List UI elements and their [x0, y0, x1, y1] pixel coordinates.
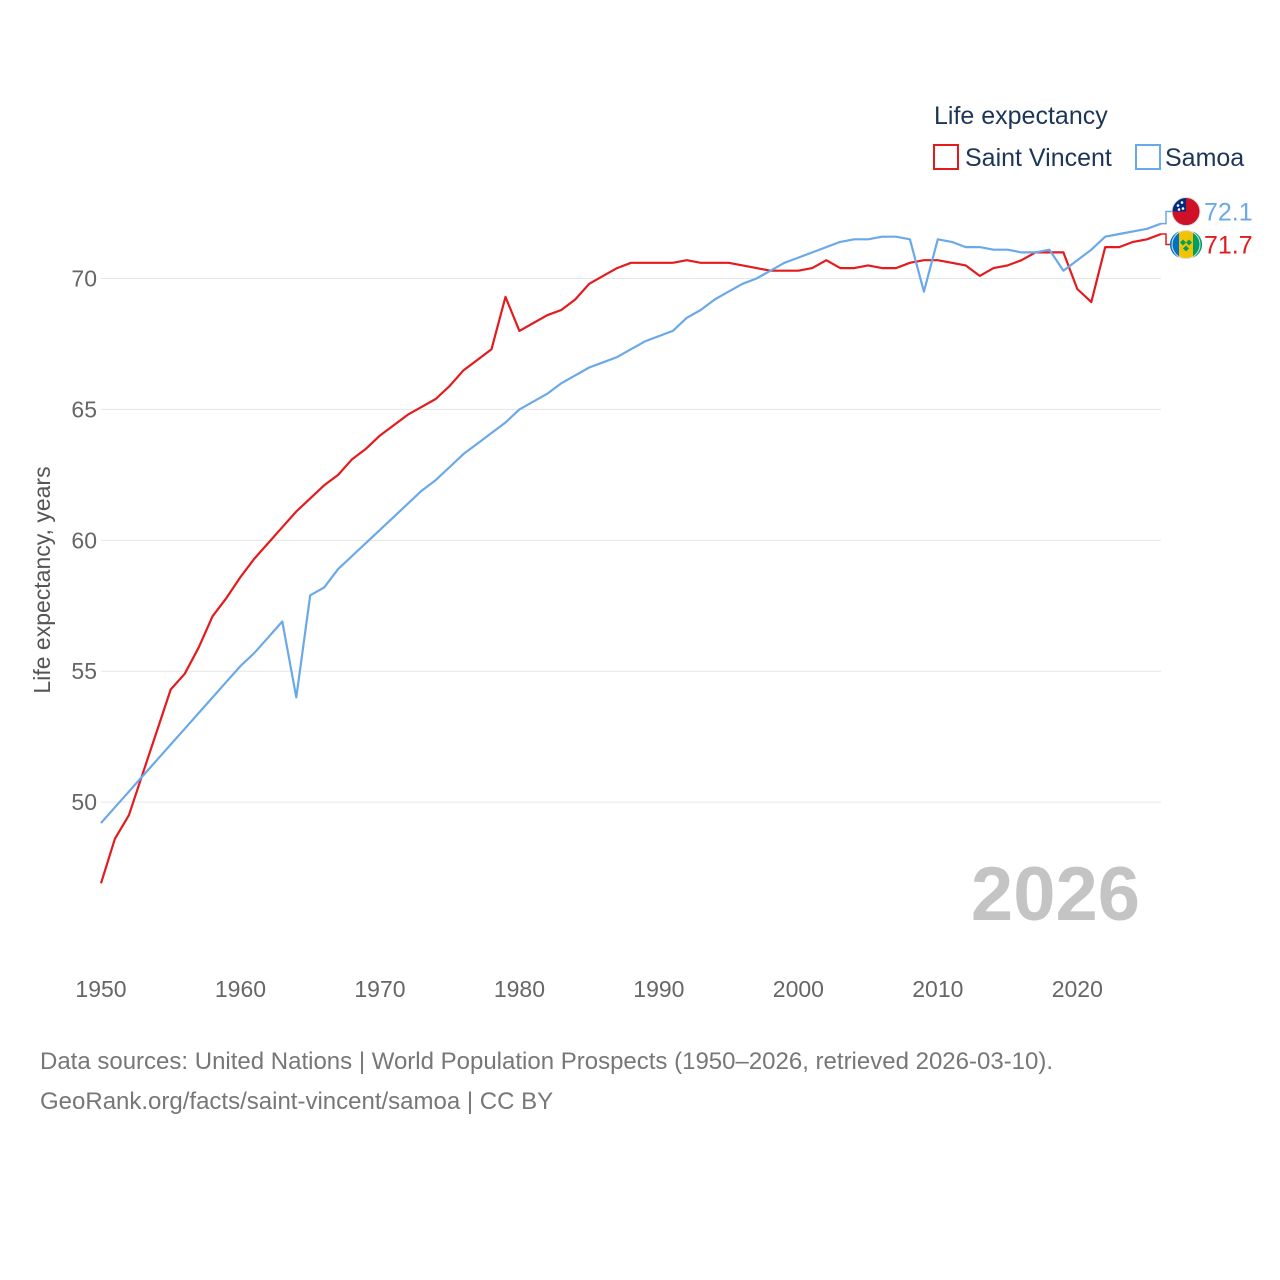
legend-item-saint-vincent[interactable]: Saint Vincent: [933, 144, 1112, 172]
gridlines: [101, 278, 1161, 803]
y-tick-label-65: 65: [71, 396, 97, 422]
end-connector-samoa: [1161, 210, 1173, 225]
legend-swatch-samoa: [1135, 144, 1161, 170]
y-tick-label-55: 55: [71, 658, 97, 684]
legend-title: Life expectancy: [934, 102, 1108, 130]
saint-vincent-flag-icon: [1169, 230, 1203, 260]
series-line-saint-vincent: [99, 232, 1162, 884]
source-line-1: Data sources: United Nations | World Pop…: [40, 1048, 1054, 1075]
x-tick-label-2010: 2010: [912, 976, 963, 1002]
legend[interactable]: Life expectancy Saint Vincent Samoa: [933, 102, 1244, 172]
x-tick-label-1970: 1970: [354, 976, 405, 1002]
series-line-samoa: [100, 222, 1162, 824]
legend-label-saint-vincent: Saint Vincent: [965, 144, 1112, 172]
x-axis-ticks: 1950 1960 1970 1980 1990 2000 2010 2020: [75, 976, 1102, 1002]
y-axis-title: Life expectancy, years: [29, 466, 55, 693]
legend-label-samoa: Samoa: [1165, 144, 1244, 172]
x-tick-label-1980: 1980: [494, 976, 545, 1002]
data-source-note: Data sources: United Nations | World Pop…: [40, 1042, 1260, 1122]
legend-swatch-saint-vincent: [933, 144, 959, 170]
x-tick-label-2020: 2020: [1052, 976, 1103, 1002]
current-year-label: 2026: [971, 852, 1140, 937]
end-labels: 72.1 71.7: [1161, 197, 1253, 260]
x-tick-label-1990: 1990: [633, 976, 684, 1002]
y-tick-label-60: 60: [71, 527, 97, 553]
y-tick-label-70: 70: [71, 266, 97, 292]
x-tick-label-1950: 1950: [75, 976, 126, 1002]
x-tick-label-1960: 1960: [215, 976, 266, 1002]
series-lines: [99, 222, 1162, 884]
y-tick-label-50: 50: [71, 789, 97, 815]
samoa-flag-icon: [1171, 197, 1201, 227]
y-axis-ticks: 50 55 60 65 70: [71, 266, 97, 816]
end-value-saint-vincent: 71.7: [1204, 232, 1253, 260]
x-tick-label-2000: 2000: [773, 976, 824, 1002]
end-connector-saint-vincent: [1161, 233, 1173, 246]
legend-item-samoa[interactable]: Samoa: [1135, 144, 1244, 172]
source-line-2: GeoRank.org/facts/saint-vincent/samoa | …: [40, 1088, 554, 1115]
life-expectancy-chart: 50 55 60 65 70 1950 1960 1970 1980 1990 2000 2010 2…: [29, 102, 1253, 1002]
end-value-samoa: 72.1: [1204, 199, 1253, 227]
